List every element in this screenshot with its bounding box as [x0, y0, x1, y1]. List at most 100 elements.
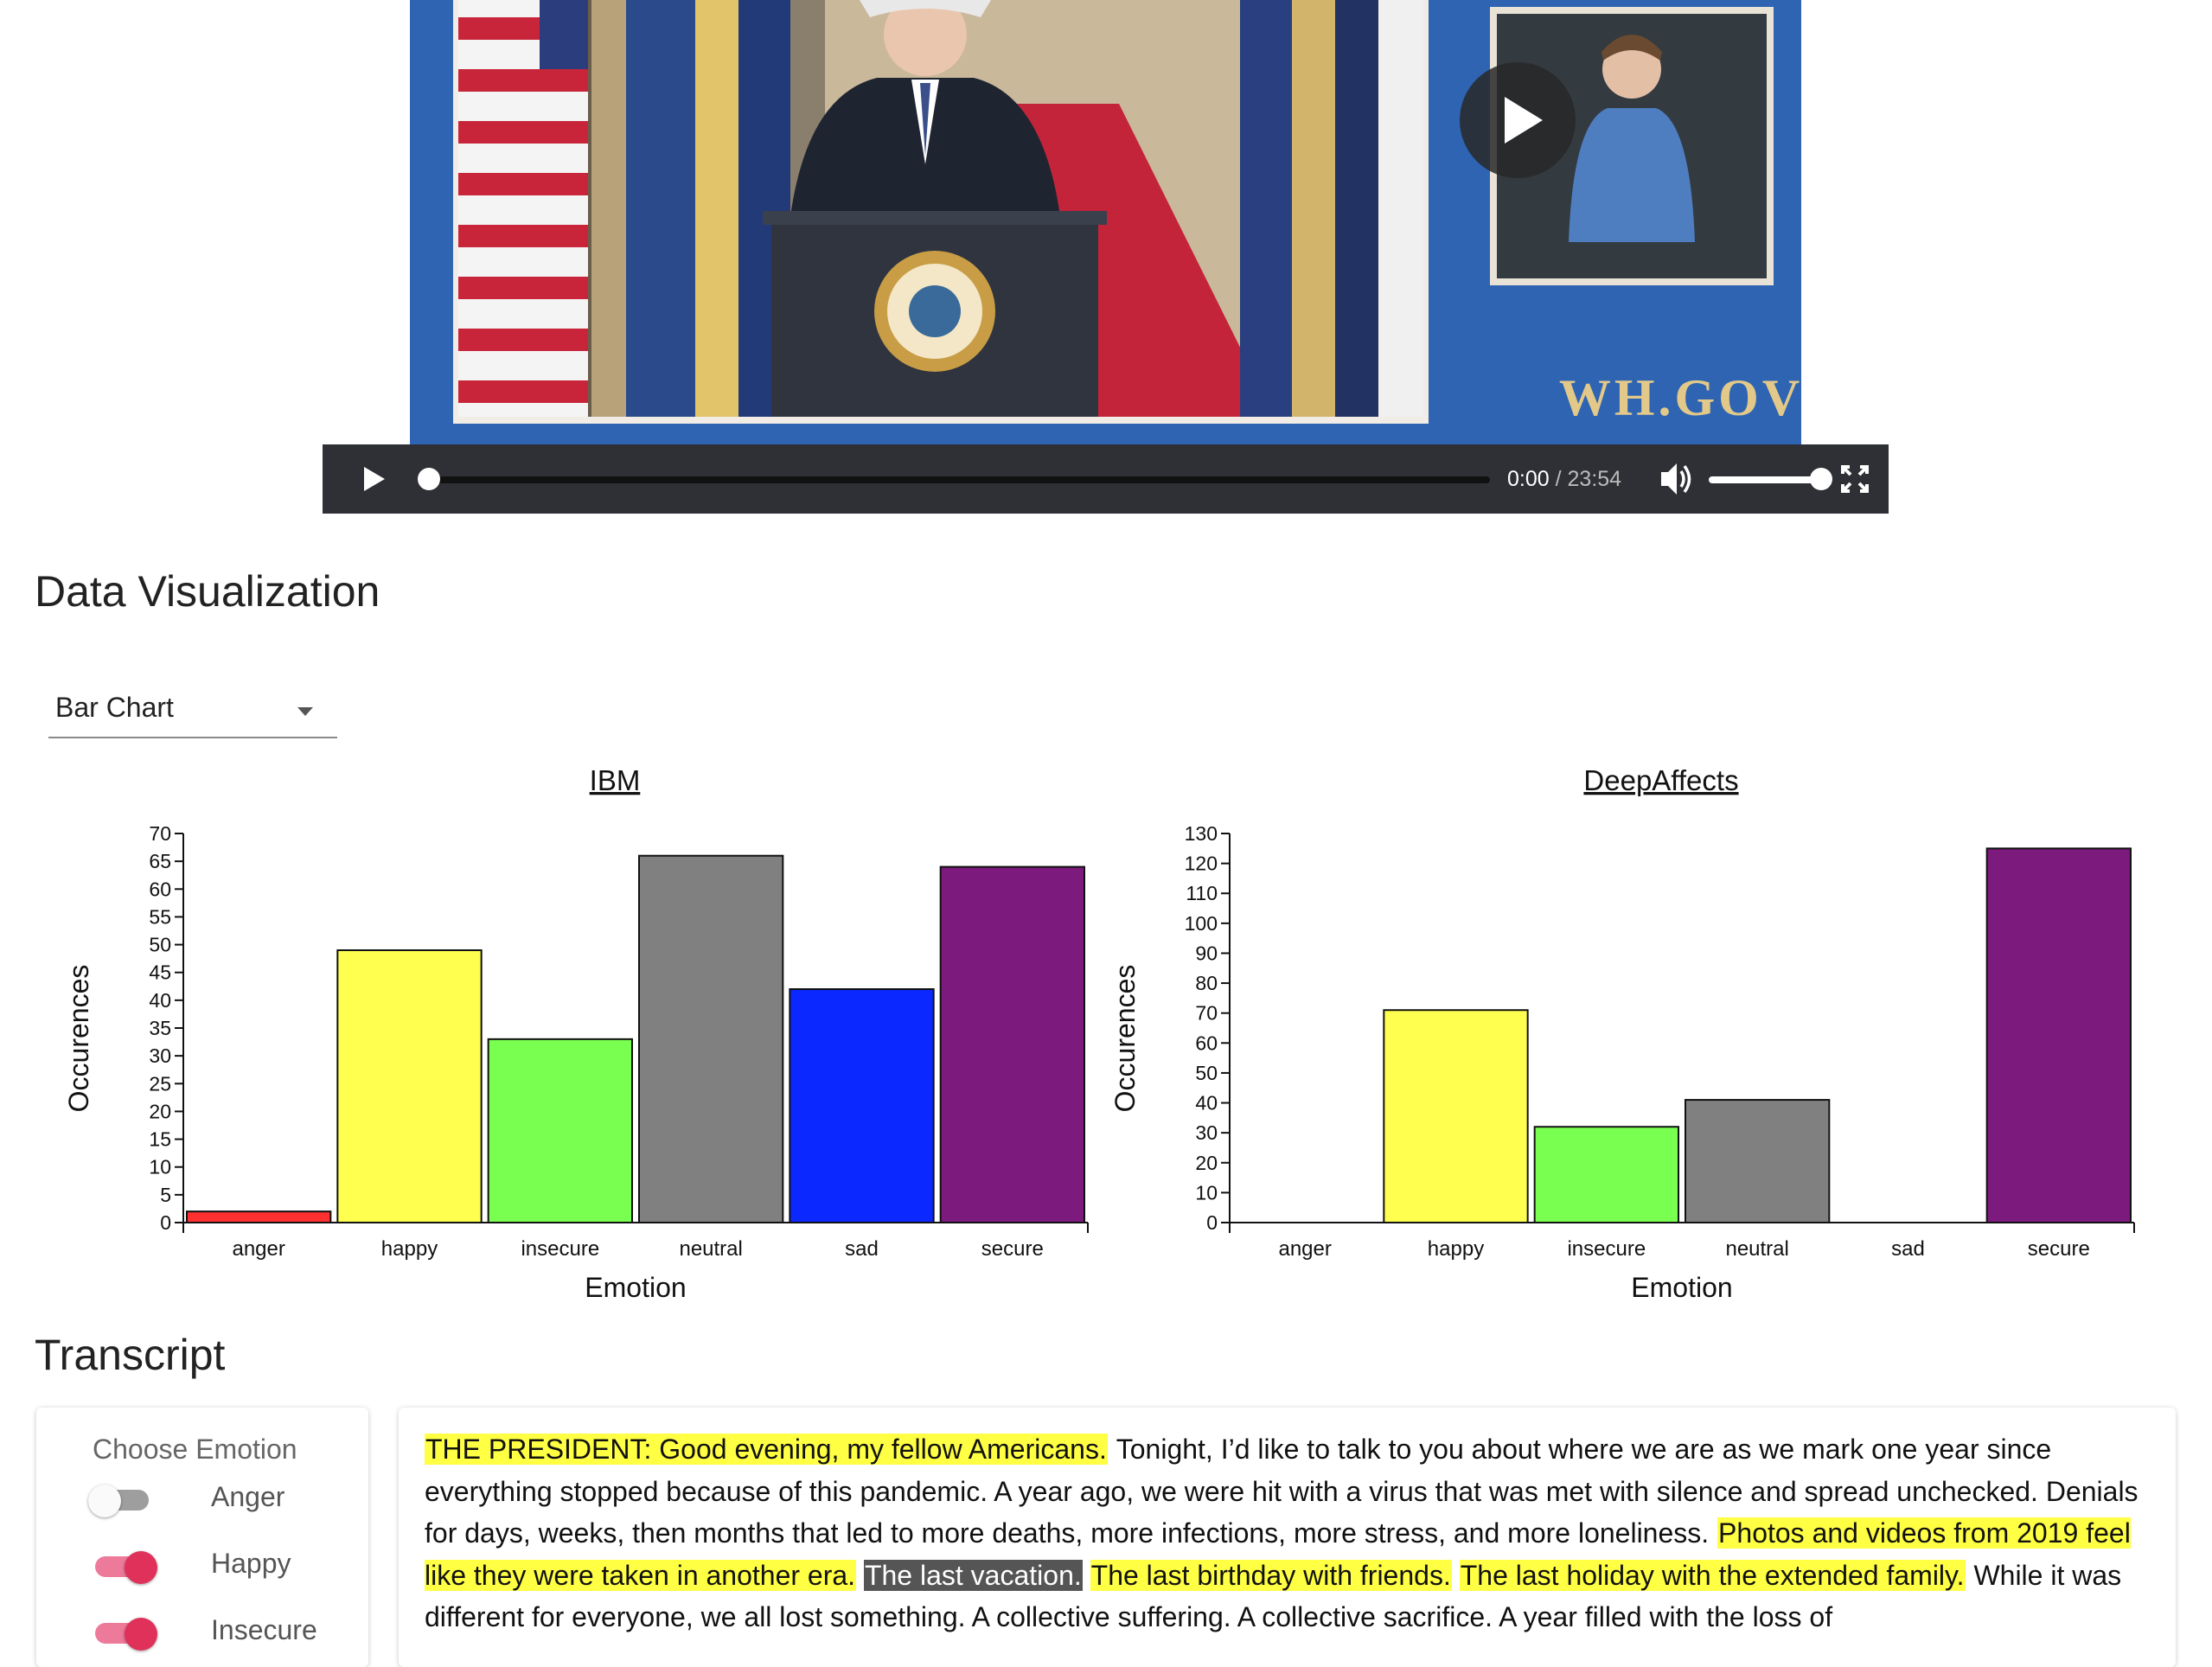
emotion-toggle-anger[interactable]: Anger: [88, 1472, 348, 1517]
deepaffects-x-tick-label: neutral: [1725, 1237, 1788, 1261]
emotion-toggle-insecure[interactable]: Insecure: [88, 1606, 348, 1651]
video-frame[interactable]: WH.GOV: [410, 0, 1801, 444]
choose-emotion-title: Choose Emotion: [93, 1434, 297, 1465]
toggle-switch[interactable]: [88, 1479, 157, 1517]
deepaffects-bar-secure: [1985, 847, 2132, 1224]
transcript-panel: THE PRESIDENT: Good evening, my fellow A…: [399, 1408, 2176, 1667]
deepaffects-chart-title: DeepAffects: [1583, 764, 1738, 796]
ibm-bar-neutral: [638, 854, 784, 1223]
ibm-y-tick-label: 35: [149, 1017, 171, 1039]
progress-knob[interactable]: [418, 468, 440, 490]
progress-slider[interactable]: [418, 444, 1490, 514]
deepaffects-y-tick-label: 120: [1185, 853, 1218, 875]
deepaffects-x-tick-label: sad: [1891, 1237, 1925, 1261]
deepaffects-y-tick-label: 40: [1195, 1092, 1218, 1115]
deepaffects-bar-chart: DeepAffects 0 10 20 30 40 50 60 70 80 90 100 110 120 1…: [1109, 764, 2135, 1303]
ibm-chart-title: IBM: [590, 764, 641, 796]
deepaffects-y-tick-label: 60: [1195, 1031, 1218, 1054]
deepaffects-y-tick-label: 10: [1195, 1181, 1218, 1204]
emotion-toggle-happy[interactable]: Happy: [88, 1539, 348, 1584]
chart-type-select[interactable]: Bar Chart: [48, 683, 337, 738]
ibm-y-tick-label: 70: [149, 822, 171, 845]
transcript-heading: Transcript: [35, 1331, 226, 1379]
volume-slider[interactable]: [1709, 444, 1832, 514]
big-play-button[interactable]: [1460, 62, 1576, 178]
ibm-y-tick-label: 45: [149, 961, 171, 984]
expand-icon: [1841, 465, 1869, 493]
emotion-label: Happy: [211, 1548, 291, 1579]
deepaffects-x-axis-label: Emotion: [1631, 1272, 1732, 1303]
deepaffects-y-tick-label: 0: [1206, 1211, 1218, 1234]
ibm-bar-sad: [789, 988, 935, 1223]
toggle-switch[interactable]: [88, 1613, 157, 1651]
ibm-x-tick-label: happy: [381, 1237, 438, 1261]
ibm-y-tick-label: 20: [149, 1100, 171, 1122]
current-time: 0:00: [1507, 467, 1550, 491]
ibm-bar-anger: [186, 1210, 332, 1224]
emotion-label: Anger: [211, 1481, 285, 1512]
play-button[interactable]: [348, 444, 400, 514]
emotion-filter-panel: Choose Emotion Anger Happy Insecure: [36, 1408, 368, 1667]
deepaffects-y-tick-label: 70: [1195, 1002, 1218, 1025]
ibm-x-tick-label: neutral: [679, 1237, 742, 1261]
time-readout: 0:00 / 23:54: [1507, 444, 1646, 514]
ibm-y-tick-label: 15: [149, 1128, 171, 1151]
ibm-y-tick-label: 60: [149, 878, 171, 900]
toggle-switch[interactable]: [88, 1546, 157, 1584]
deepaffects-bar-happy: [1383, 1009, 1529, 1223]
duration: / 23:54: [1555, 467, 1622, 491]
ibm-bar-happy: [336, 949, 483, 1223]
ibm-y-tick-label: 0: [160, 1211, 171, 1234]
transcript-sentence: Tonight, I’d like to talk to you about w…: [425, 1434, 2138, 1549]
toggle-thumb[interactable]: [125, 1551, 157, 1584]
fullscreen-icon[interactable]: [1836, 444, 1874, 514]
chart-type-value: Bar Chart: [55, 692, 174, 723]
deepaffects-y-tick-label: 90: [1195, 942, 1218, 964]
volume-icon[interactable]: [1654, 444, 1697, 514]
ibm-y-tick-label: 5: [160, 1184, 171, 1206]
video-player[interactable]: WH.GOV 0:00 / 23:54: [323, 0, 1889, 514]
ibm-y-tick-label: 40: [149, 989, 171, 1012]
emotion-label: Insecure: [211, 1614, 317, 1645]
deepaffects-y-axis-label: Occurences: [1109, 965, 1141, 1113]
transcript-sentence: While it was different for everyone, we …: [425, 1559, 2122, 1633]
deepaffects-x-tick-label: happy: [1428, 1237, 1484, 1261]
ibm-x-axis-label: Emotion: [585, 1272, 686, 1303]
video-still-image: WH.GOV: [410, 0, 1801, 444]
highlighted-sentence[interactable]: The last birthday with friends.: [1090, 1559, 1452, 1591]
ibm-x-tick-label: sad: [845, 1237, 879, 1261]
deepaffects-y-tick-label: 110: [1186, 882, 1218, 904]
highlighted-sentence[interactable]: The last vacation.: [863, 1559, 1083, 1591]
wh-gov-watermark: WH.GOV: [1559, 369, 1801, 426]
ibm-y-tick-label: 55: [149, 905, 171, 928]
volume-knob[interactable]: [1810, 468, 1832, 490]
ibm-x-tick-label: secure: [981, 1237, 1044, 1261]
toggle-thumb[interactable]: [88, 1485, 121, 1517]
ibm-x-tick-label: anger: [232, 1237, 284, 1261]
data-visualization-heading: Data Visualization: [35, 567, 380, 616]
ibm-y-tick-label: 25: [149, 1072, 171, 1095]
ibm-bar-insecure: [487, 1038, 634, 1223]
dropdown-caret-icon[interactable]: [297, 707, 313, 716]
ibm-y-axis-label: Occurences: [63, 965, 94, 1113]
ibm-bar-secure: [939, 865, 1085, 1223]
speaker-icon: [1661, 463, 1691, 495]
deepaffects-y-tick-label: 20: [1195, 1152, 1218, 1174]
toggle-thumb[interactable]: [125, 1618, 157, 1651]
deepaffects-x-tick-label: anger: [1278, 1237, 1331, 1261]
deepaffects-x-tick-label: secure: [2028, 1237, 2090, 1261]
transcript-text: THE PRESIDENT: Good evening, my fellow A…: [425, 1428, 2163, 1638]
ibm-y-tick-label: 30: [149, 1044, 171, 1067]
video-controls-bar: 0:00 / 23:54: [323, 444, 1889, 514]
deepaffects-y-tick-label: 80: [1195, 972, 1218, 994]
ibm-y-tick-label: 65: [149, 850, 171, 872]
volume-track[interactable]: [1709, 476, 1821, 483]
deepaffects-x-tick-label: insecure: [1567, 1237, 1646, 1261]
progress-track[interactable]: [418, 476, 1490, 483]
highlighted-sentence[interactable]: The last holiday with the extended famil…: [1459, 1559, 1966, 1591]
deepaffects-bar-insecure: [1533, 1126, 1680, 1224]
ibm-y-tick-label: 10: [149, 1156, 171, 1178]
highlighted-sentence[interactable]: THE PRESIDENT: Good evening, my fellow A…: [425, 1434, 1108, 1465]
deepaffects-y-tick-label: 30: [1195, 1121, 1218, 1144]
ibm-x-tick-label: insecure: [521, 1237, 599, 1261]
